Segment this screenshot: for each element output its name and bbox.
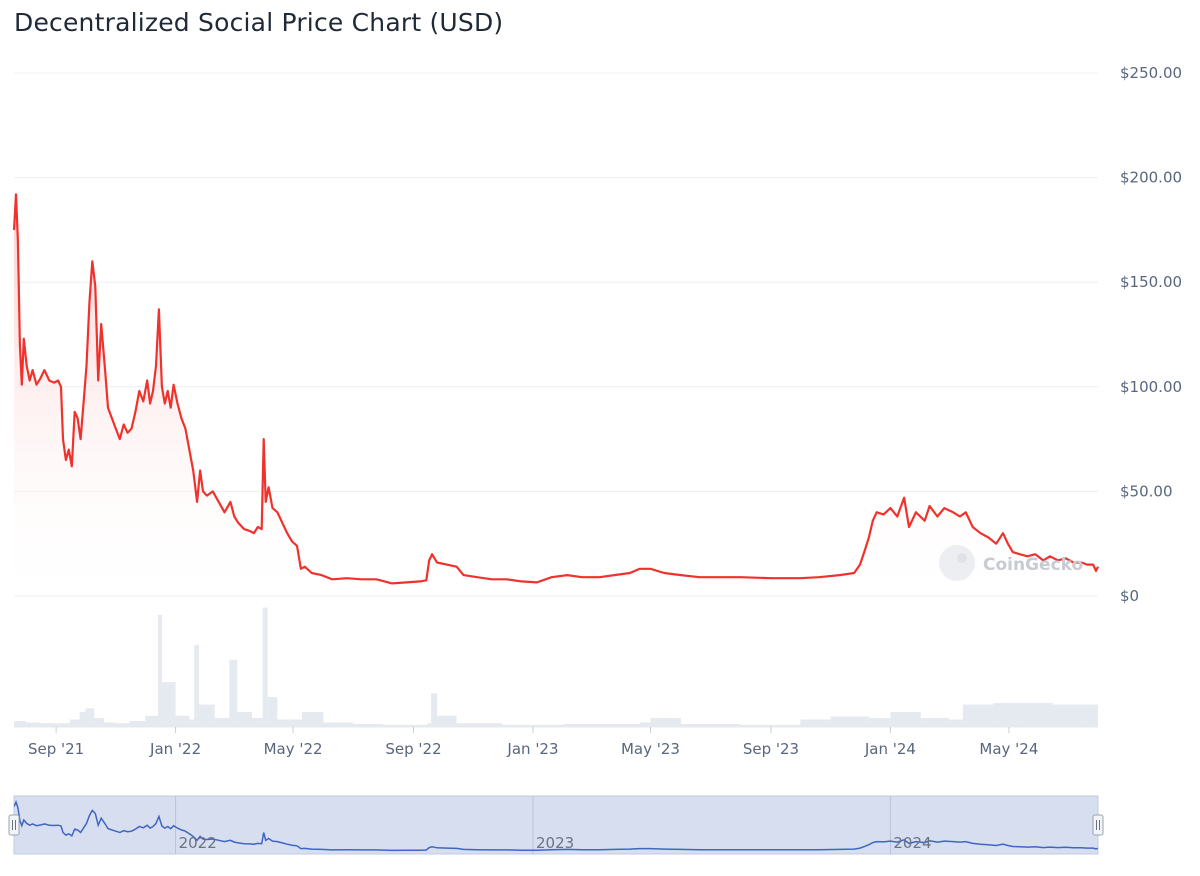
volume-bar <box>277 719 302 727</box>
x-tick-label: May '23 <box>621 740 680 758</box>
x-tick-label: Jan '24 <box>864 740 916 758</box>
volume-bar <box>800 719 831 727</box>
y-tick-label: $50.00 <box>1120 482 1173 500</box>
volume-bar <box>502 724 564 727</box>
navigator-right-handle[interactable] <box>1092 814 1104 836</box>
volume-bar <box>85 708 95 727</box>
x-tick-label: May '24 <box>979 740 1038 758</box>
y-tick-label: $150.00 <box>1120 273 1182 291</box>
y-tick-label: $200.00 <box>1120 169 1182 187</box>
volume-bar <box>563 724 640 727</box>
watermark-text: CoinGecko <box>983 555 1083 575</box>
volume-bar <box>352 724 384 727</box>
volume-bar <box>161 682 176 727</box>
navigator-labels: 2022 2023 2024 <box>179 834 932 852</box>
volume-bar <box>267 697 278 727</box>
volume-bar <box>145 715 158 727</box>
volume-bar <box>94 718 105 727</box>
navigator-year-label: 2023 <box>536 834 574 852</box>
volume-bar <box>79 712 86 727</box>
volume-bar <box>920 718 950 727</box>
x-tick-label: Jan '22 <box>149 740 201 758</box>
x-tick-label: May '22 <box>264 740 323 758</box>
volume-bar <box>214 718 230 727</box>
navigator-grid <box>175 796 891 854</box>
navigator-line <box>14 800 1098 852</box>
volume-bar <box>962 704 994 727</box>
volume-bar <box>237 712 252 727</box>
volume-bar <box>115 723 130 727</box>
volume-bar <box>949 719 963 727</box>
volume-bar <box>199 704 215 727</box>
volume-bar <box>383 724 428 727</box>
x-tick-label: Sep '23 <box>743 740 799 758</box>
volume-bar <box>25 722 40 727</box>
volume-bar <box>229 659 238 727</box>
volume-bar <box>1082 704 1098 727</box>
x-axis-labels: Sep '21 Jan '22 May '22 Sep '22 Jan '23 May '… <box>28 727 1038 758</box>
y-axis-labels: $0 $50.00 $100.00 $150.00 $200.00 $250.00 <box>1120 64 1182 605</box>
volume-bar <box>251 718 263 727</box>
x-tick-label: Sep '22 <box>385 740 441 758</box>
navigator-year-label: 2024 <box>893 834 931 852</box>
y-tick-label: $100.00 <box>1120 378 1182 396</box>
volume-bar <box>175 715 190 727</box>
volume-bar <box>104 722 116 727</box>
price-area <box>14 194 1098 597</box>
coingecko-logo-icon <box>939 545 975 581</box>
volume-bar <box>56 723 70 727</box>
volume-bar <box>431 693 438 727</box>
volume-bar <box>437 715 457 727</box>
y-tick-label: $0 <box>1120 587 1139 605</box>
watermark: CoinGecko <box>939 545 1083 581</box>
volume-bar <box>639 722 651 727</box>
volume-bars <box>14 607 1098 728</box>
volume-bar <box>456 723 503 727</box>
coingecko-logo-eye-icon <box>957 553 967 563</box>
x-tick-label: Jan '23 <box>506 740 558 758</box>
volume-bar <box>993 703 1023 727</box>
volume-bar <box>427 723 432 727</box>
volume-bar <box>262 607 268 727</box>
volume-bar <box>189 719 195 727</box>
volume-bar <box>323 722 353 727</box>
price-line[interactable] <box>12 193 1099 585</box>
volume-bar <box>650 718 681 727</box>
volume-bar <box>1022 703 1053 727</box>
volume-bar <box>194 644 200 727</box>
navigator-left-handle[interactable] <box>8 814 20 836</box>
x-tick-label: Sep '21 <box>28 740 84 758</box>
navigator-background <box>13 795 1099 855</box>
volume-bar <box>301 712 324 727</box>
volume-bar <box>129 721 146 727</box>
volume-bar <box>740 724 801 727</box>
navigator[interactable]: 2022 2023 2024 <box>8 795 1104 855</box>
volume-bar <box>830 716 869 727</box>
navigator-year-label: 2022 <box>179 834 217 852</box>
volume-bar <box>680 724 741 727</box>
volume-bar <box>14 721 26 727</box>
y-tick-label: $250.00 <box>1120 64 1182 82</box>
chart-title: Decentralized Social Price Chart (USD) <box>14 8 504 37</box>
volume-bar <box>868 718 891 727</box>
volume-bar <box>157 614 162 727</box>
volume-bar <box>69 719 80 727</box>
volume-bar <box>39 723 57 727</box>
volume-bar <box>890 712 921 727</box>
volume-bar <box>1052 704 1083 727</box>
